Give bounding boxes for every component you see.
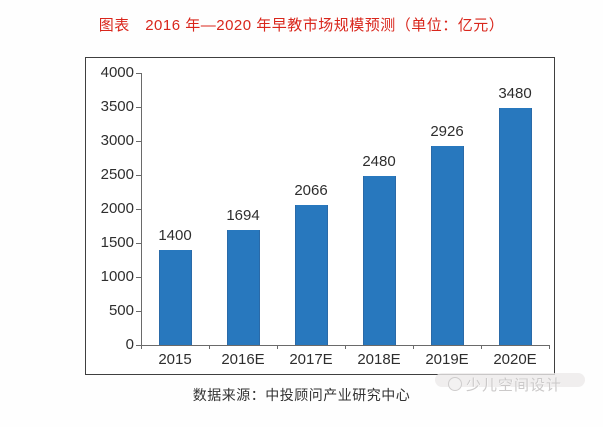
bar <box>362 176 396 345</box>
y-axis-tick-mark <box>136 311 141 312</box>
bar-value-label: 3480 <box>498 85 532 103</box>
y-axis-tick-label: 1000 <box>100 268 134 285</box>
bar-value-label: 2066 <box>294 181 328 199</box>
x-axis-category-label: 2019E <box>425 351 469 368</box>
bar-value-label: 1694 <box>226 206 260 224</box>
y-axis-tick-label: 3500 <box>100 98 134 115</box>
y-axis-tick-label: 1500 <box>100 234 134 251</box>
y-axis-tick-label: 2500 <box>100 166 134 183</box>
x-axis-tick-mark <box>345 345 346 349</box>
x-axis-tick-mark <box>413 345 414 349</box>
y-axis-tick-mark <box>136 141 141 142</box>
watermark: 少儿空间设计 <box>448 374 562 394</box>
y-axis-tick-mark <box>136 277 141 278</box>
x-axis-category-label: 2020E <box>493 351 537 368</box>
x-axis-tick-mark <box>481 345 482 349</box>
x-axis-tick-mark <box>549 345 550 349</box>
y-axis-tick-label: 500 <box>108 302 134 319</box>
chart-title: 图表 2016 年—2020 年早教市场规模预测（单位：亿元） <box>98 17 505 34</box>
bar <box>158 249 192 345</box>
y-axis-tick-mark <box>136 209 141 210</box>
bar-value-label: 2926 <box>430 123 464 141</box>
x-axis-category-label: 2016E <box>221 351 265 368</box>
y-axis-line <box>141 73 142 345</box>
x-axis-category-label: 2017E <box>289 351 333 368</box>
bar-value-label: 1400 <box>158 226 192 244</box>
bar <box>430 146 464 345</box>
bar <box>226 229 260 345</box>
x-axis-category-label: 2015 <box>158 351 192 368</box>
y-axis-tick-mark <box>136 345 141 346</box>
y-axis-tick-label: 0 <box>125 336 134 353</box>
y-axis-tick-label: 4000 <box>100 64 134 81</box>
y-axis-tick-mark <box>136 107 141 108</box>
x-axis-tick-mark <box>209 345 210 349</box>
watermark-text: 少儿空间设计 <box>466 376 563 394</box>
bar <box>294 204 328 345</box>
y-axis-tick-mark <box>136 243 141 244</box>
x-axis-tick-mark <box>277 345 278 349</box>
y-axis-tick-mark <box>136 73 141 74</box>
x-axis-tick-mark <box>141 345 142 349</box>
watermark-background-streak <box>435 373 585 387</box>
bar <box>498 108 532 345</box>
y-axis-tick-label: 2000 <box>100 200 134 217</box>
y-axis-tick-mark <box>136 175 141 176</box>
y-axis-tick-label: 3000 <box>100 132 134 149</box>
watermark-logo-icon <box>448 377 462 391</box>
plot-frame: 0 500 1000 1500 2000 2500 3000 3500 4000 1400 2015… <box>85 57 555 375</box>
x-axis-category-label: 2018E <box>357 351 401 368</box>
data-source-caption: 数据来源：中投顾问产业研究中心 <box>192 387 411 403</box>
bar-value-label: 2480 <box>362 153 396 171</box>
